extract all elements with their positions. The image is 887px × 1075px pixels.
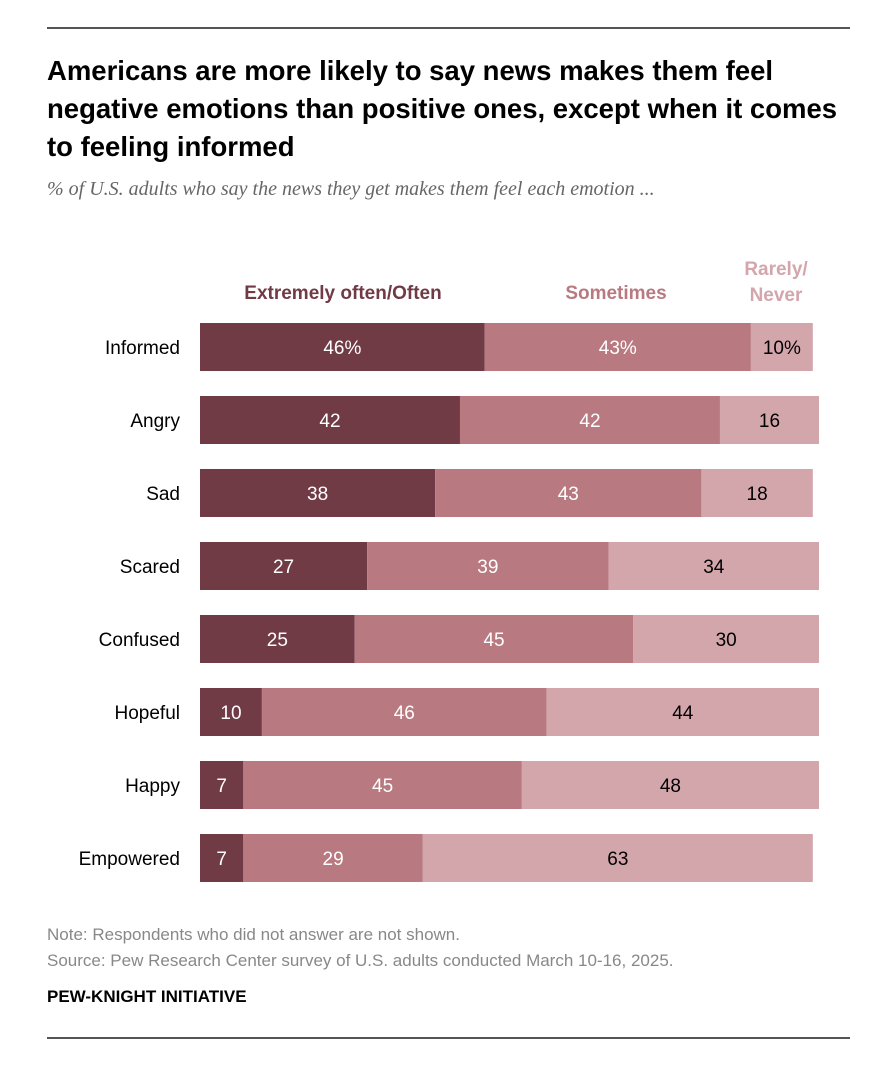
bar-segment: [261, 688, 547, 736]
bar-segment: [200, 834, 244, 882]
category-label: Hopeful: [115, 703, 181, 724]
data-label: 39: [477, 557, 498, 578]
data-label: 46%: [323, 338, 361, 359]
stacked-bar-chart: Extremely often/Often Sometimes Rarely/Nev…: [79, 259, 819, 882]
legend-label: Extremely often/Often: [244, 283, 441, 304]
bar-segment: [200, 323, 485, 371]
data-label: 43: [558, 484, 579, 505]
data-label: 63: [607, 849, 628, 870]
category-label: Empowered: [79, 849, 180, 870]
category-label: Confused: [99, 630, 180, 651]
bar-segment: [484, 323, 751, 371]
bar-segment: [435, 469, 702, 517]
data-label: 38: [307, 484, 328, 505]
bar-segment: [200, 396, 460, 444]
data-label: 43%: [599, 338, 637, 359]
data-label: 16: [759, 411, 780, 432]
category-label: Scared: [120, 557, 180, 578]
category-label: Angry: [130, 411, 180, 432]
data-label: 18: [747, 484, 768, 505]
data-label: 44: [672, 703, 694, 724]
data-label: 29: [323, 849, 344, 870]
data-label: 7: [216, 776, 227, 797]
bar-segment: [200, 688, 262, 736]
data-label: 45: [483, 630, 504, 651]
note: Note: Respondents who did not answer are…: [47, 925, 460, 944]
data-label: 25: [267, 630, 288, 651]
data-label: 34: [703, 557, 725, 578]
data-label: 42: [319, 411, 340, 432]
chart-subtitle: % of U.S. adults who say the news they g…: [47, 178, 655, 200]
data-label: 45: [372, 776, 393, 797]
data-label: 10%: [763, 338, 801, 359]
data-label: 46: [394, 703, 415, 724]
bar-segment: [422, 834, 813, 882]
bar-segment: [200, 542, 368, 590]
bar-segment: [521, 761, 819, 809]
brand-label: PEW-KNIGHT INITIATIVE: [47, 987, 247, 1006]
source: Source: Pew Research Center survey of U.…: [47, 951, 674, 970]
legend-label: Never: [750, 285, 803, 306]
category-label: Informed: [105, 338, 180, 359]
data-label: 48: [660, 776, 681, 797]
bar-segment: [200, 761, 244, 809]
data-label: 7: [216, 849, 227, 870]
bar-segment: [701, 469, 813, 517]
bar-segment: [354, 615, 634, 663]
data-label: 10: [220, 703, 241, 724]
data-label: 27: [273, 557, 294, 578]
bar-segment: [243, 834, 423, 882]
chart-title: Americans are more likely to say news ma…: [47, 55, 838, 162]
bar-segment: [243, 761, 522, 809]
bottom-rule: [47, 1037, 850, 1039]
data-label: 30: [716, 630, 737, 651]
data-label: 42: [579, 411, 600, 432]
bar-segment: [367, 542, 609, 590]
category-label: Happy: [125, 776, 180, 797]
category-label: Sad: [146, 484, 180, 505]
bar-segment: [546, 688, 819, 736]
legend-label: Rarely/: [744, 259, 808, 280]
bar-segment: [200, 615, 355, 663]
bar-segment: [633, 615, 819, 663]
bar-segment: [719, 396, 819, 444]
bar-segment: [459, 396, 720, 444]
legend-label: Sometimes: [565, 283, 666, 304]
bar-segment: [750, 323, 813, 371]
bar-segment: [608, 542, 819, 590]
bar-segment: [200, 469, 436, 517]
top-rule: [47, 27, 850, 29]
